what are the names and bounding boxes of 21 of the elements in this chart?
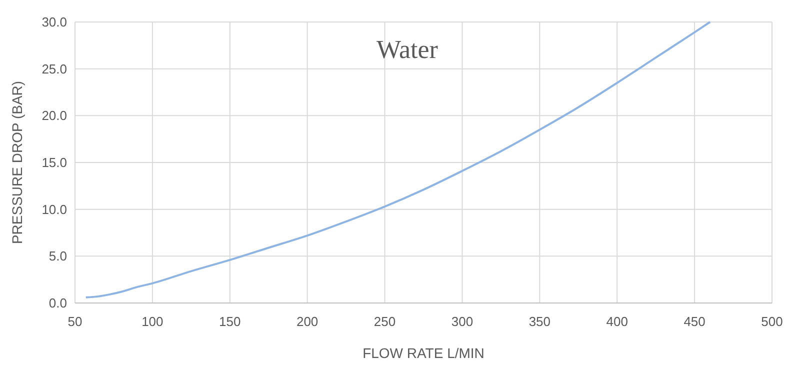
- y-tick-label: 10.0: [42, 202, 67, 217]
- x-axis-title: FLOW RATE L/MIN: [362, 345, 484, 361]
- x-tick-label: 150: [219, 314, 241, 329]
- y-tick-label: 20.0: [42, 108, 67, 124]
- y-axis-title: PRESSURE DROP (BAR): [9, 80, 25, 244]
- text: Water: [376, 35, 438, 64]
- x-tick-label: 350: [528, 314, 551, 329]
- x-tick-label: 50: [68, 314, 82, 329]
- x-tick-label: 100: [142, 314, 164, 329]
- y-tick-label: 30.0: [42, 14, 67, 30]
- line-series: [84, 21, 712, 298]
- y-tick-label: 25.0: [42, 61, 67, 76]
- x-tick-label: 500: [761, 314, 783, 329]
- x-tick-label: 450: [684, 314, 706, 329]
- y-tick-label: 15.0: [42, 155, 67, 170]
- x-tick-label: 200: [296, 314, 318, 329]
- x-tick-label: 300: [451, 314, 474, 329]
- x-tick-label: 400: [606, 314, 628, 329]
- y-tick-label: 0.0: [48, 296, 67, 310]
- x-tick-label: 250: [374, 314, 396, 329]
- y-tick-label: 5.0: [48, 248, 67, 264]
